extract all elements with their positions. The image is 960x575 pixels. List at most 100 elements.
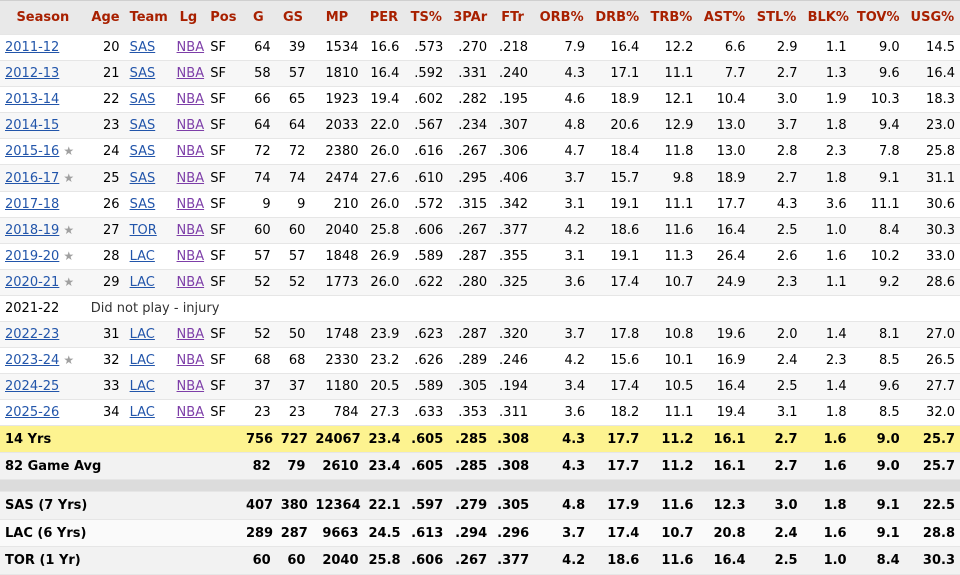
league-link[interactable]: NBA <box>176 118 205 134</box>
g-cell: 58 <box>240 60 276 88</box>
header-row: Season Age Team Lg Pos G GS MP PER TS% 3… <box>0 0 960 35</box>
league-link[interactable]: NBA <box>176 222 205 238</box>
col-header-season[interactable]: Season <box>0 0 86 35</box>
league-link[interactable]: NBA <box>176 405 205 421</box>
par3-cell: .267 <box>448 546 493 575</box>
season-link[interactable]: 2011-12 <box>5 40 60 56</box>
summary-label: 82 Game Avg <box>0 452 241 481</box>
trb-cell: 11.6 <box>644 546 699 575</box>
league-cell: NBA <box>171 86 206 114</box>
table-row: 2017-18 26 SAS NBA SF 9 9 210 26.0.572.315.342 3.… <box>0 191 960 218</box>
col-header-gs[interactable]: GS <box>275 0 311 35</box>
mp-cell: 2033 <box>310 112 364 140</box>
team-link[interactable]: SAS <box>129 144 156 160</box>
team-link[interactable]: LAC <box>129 379 155 395</box>
orb-cell: 4.8 <box>533 112 591 140</box>
team-link[interactable]: TOR <box>129 222 157 238</box>
team-link[interactable]: LAC <box>129 353 155 369</box>
col-header-pos[interactable]: Pos <box>205 0 241 35</box>
col-header-ftr[interactable]: FTr <box>492 0 533 35</box>
col-header-age[interactable]: Age <box>85 0 125 35</box>
col-header-mp[interactable]: MP <box>310 0 364 35</box>
col-header-drb[interactable]: DRB% <box>590 0 645 35</box>
league-link[interactable]: NBA <box>176 92 205 108</box>
col-header-blk[interactable]: BLK% <box>802 0 852 35</box>
col-header-stl[interactable]: STL% <box>750 0 803 35</box>
col-header-ts[interactable]: TS% <box>404 0 449 35</box>
age-cell: 31 <box>85 321 125 349</box>
age-cell: 25 <box>85 164 125 192</box>
gs-cell: 23 <box>275 399 311 427</box>
team-link[interactable]: LAC <box>129 274 155 290</box>
season-link[interactable]: 2012-13 <box>5 66 60 82</box>
season-link[interactable]: 2022-23 <box>5 327 60 343</box>
team-link[interactable]: SAS <box>129 92 156 108</box>
per-cell: 19.4 <box>363 86 405 114</box>
col-header-3par[interactable]: 3PAr <box>448 0 493 35</box>
season-link[interactable]: 2024-25 <box>5 379 60 395</box>
team-link[interactable]: LAC <box>129 248 155 264</box>
col-header-usg[interactable]: USG% <box>904 0 960 35</box>
season-link[interactable]: 2016-17 <box>5 170 60 186</box>
team-link[interactable]: LAC <box>129 405 155 421</box>
gs-cell: 57 <box>275 60 311 88</box>
league-link[interactable]: NBA <box>176 66 205 82</box>
league-cell: NBA <box>171 217 206 244</box>
league-link[interactable]: NBA <box>176 170 205 186</box>
season-link[interactable]: 2013-14 <box>5 92 60 108</box>
team-link[interactable]: SAS <box>129 196 156 212</box>
team-link[interactable]: SAS <box>129 118 156 134</box>
pos-cell: SF <box>205 217 241 244</box>
team-link[interactable]: SAS <box>129 40 156 56</box>
ftr-cell: .308 <box>492 452 533 481</box>
season-link[interactable]: 2015-16 <box>5 144 60 160</box>
mp-cell: 1748 <box>310 321 364 349</box>
league-link[interactable]: NBA <box>176 379 205 395</box>
pos-cell: SF <box>205 269 241 296</box>
league-cell: NBA <box>171 373 206 401</box>
col-header-tov[interactable]: TOV% <box>851 0 905 35</box>
season-cell: 2023-24 ★ <box>0 347 86 375</box>
season-link[interactable]: 2019-20 <box>5 248 60 264</box>
col-header-g[interactable]: G <box>240 0 276 35</box>
team-link[interactable]: SAS <box>129 170 156 186</box>
age-cell: 20 <box>85 34 125 62</box>
season-link[interactable]: 2018-19 <box>5 222 60 238</box>
team-link[interactable]: SAS <box>129 66 156 82</box>
table-row: 2024-25 33 LAC NBA SF 37 37 1180 20.5.589.305.19… <box>0 373 960 401</box>
usg-cell: 28.6 <box>904 269 960 296</box>
ts-cell: .606 <box>404 217 449 244</box>
blk-cell: 1.0 <box>802 546 852 575</box>
per-cell: 26.0 <box>363 138 405 166</box>
col-header-trb[interactable]: TRB% <box>644 0 699 35</box>
league-link[interactable]: NBA <box>176 196 205 212</box>
season-link[interactable]: 2020-21 <box>5 274 60 290</box>
blk-cell: 2.3 <box>802 347 852 375</box>
col-header-per[interactable]: PER <box>363 0 405 35</box>
season-link[interactable]: 2014-15 <box>5 118 60 134</box>
par3-cell: .280 <box>448 269 493 296</box>
ts-cell: .605 <box>404 452 449 481</box>
drb-cell: 17.4 <box>590 519 645 548</box>
par3-cell: .267 <box>448 138 493 166</box>
ts-cell: .613 <box>404 519 449 548</box>
drb-cell: 17.1 <box>590 60 645 88</box>
ast-cell: 10.4 <box>698 86 751 114</box>
league-link[interactable]: NBA <box>176 274 205 290</box>
season-link[interactable]: 2017-18 <box>5 196 60 212</box>
league-link[interactable]: NBA <box>176 327 205 343</box>
league-link[interactable]: NBA <box>176 248 205 264</box>
league-link[interactable]: NBA <box>176 353 205 369</box>
col-header-ast[interactable]: AST% <box>698 0 751 35</box>
col-header-team[interactable]: Team <box>124 0 172 35</box>
season-link[interactable]: 2023-24 <box>5 353 60 369</box>
col-header-orb[interactable]: ORB% <box>533 0 591 35</box>
col-header-lg[interactable]: Lg <box>171 0 206 35</box>
team-cell: SAS <box>124 164 172 192</box>
team-link[interactable]: LAC <box>129 327 155 343</box>
gs-cell: 380 <box>275 491 311 520</box>
trb-cell: 10.1 <box>644 347 699 375</box>
season-link[interactable]: 2025-26 <box>5 405 60 421</box>
league-link[interactable]: NBA <box>176 144 205 160</box>
league-link[interactable]: NBA <box>176 40 205 56</box>
